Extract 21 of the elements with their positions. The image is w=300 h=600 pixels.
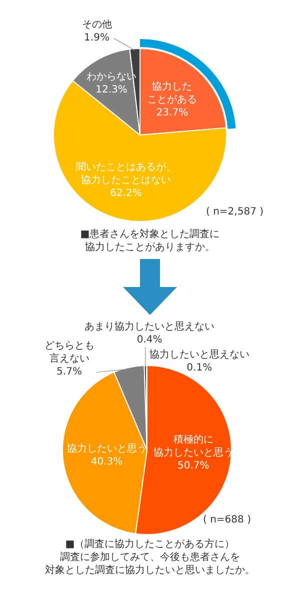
data-label: 12.3% (96, 84, 128, 96)
data-label: 40.3% (90, 456, 123, 468)
text: ( n=688 ) (203, 514, 252, 526)
text: ■（調査に協力したことがある方に）調査に参加してみて、今後も患者さんを対象とした調査に協力したいと思いましたか。 (44, 538, 256, 577)
data-label: 62.2% (110, 188, 142, 200)
text: ( n=2,587 ) (206, 206, 264, 218)
data-label: 23.7% (156, 108, 188, 119)
data-label: 1.9% (84, 32, 110, 44)
text: ■患者さんを対象とした調査に協力したことがありますか。 (79, 228, 221, 254)
slice-label: 協力したいと思えない (149, 348, 250, 360)
data-label: 0.4% (136, 334, 162, 346)
data-label: 0.1% (186, 362, 212, 374)
slice-label: 積極的に協力したいと思う (153, 434, 234, 459)
data-label: 50.7% (177, 460, 210, 472)
slice-label: 協力したことがある (147, 80, 198, 106)
slice-label: あまり協力したいと思えない (84, 320, 215, 332)
slice-label: 協力したいと思う (66, 442, 147, 454)
data-label: 5.7% (56, 366, 82, 378)
slice-label: どちらとも言えない (44, 340, 94, 364)
slice-label: その他 (82, 18, 112, 30)
slice-label: 聞いたことはあるが、協力したことはない (76, 161, 176, 186)
